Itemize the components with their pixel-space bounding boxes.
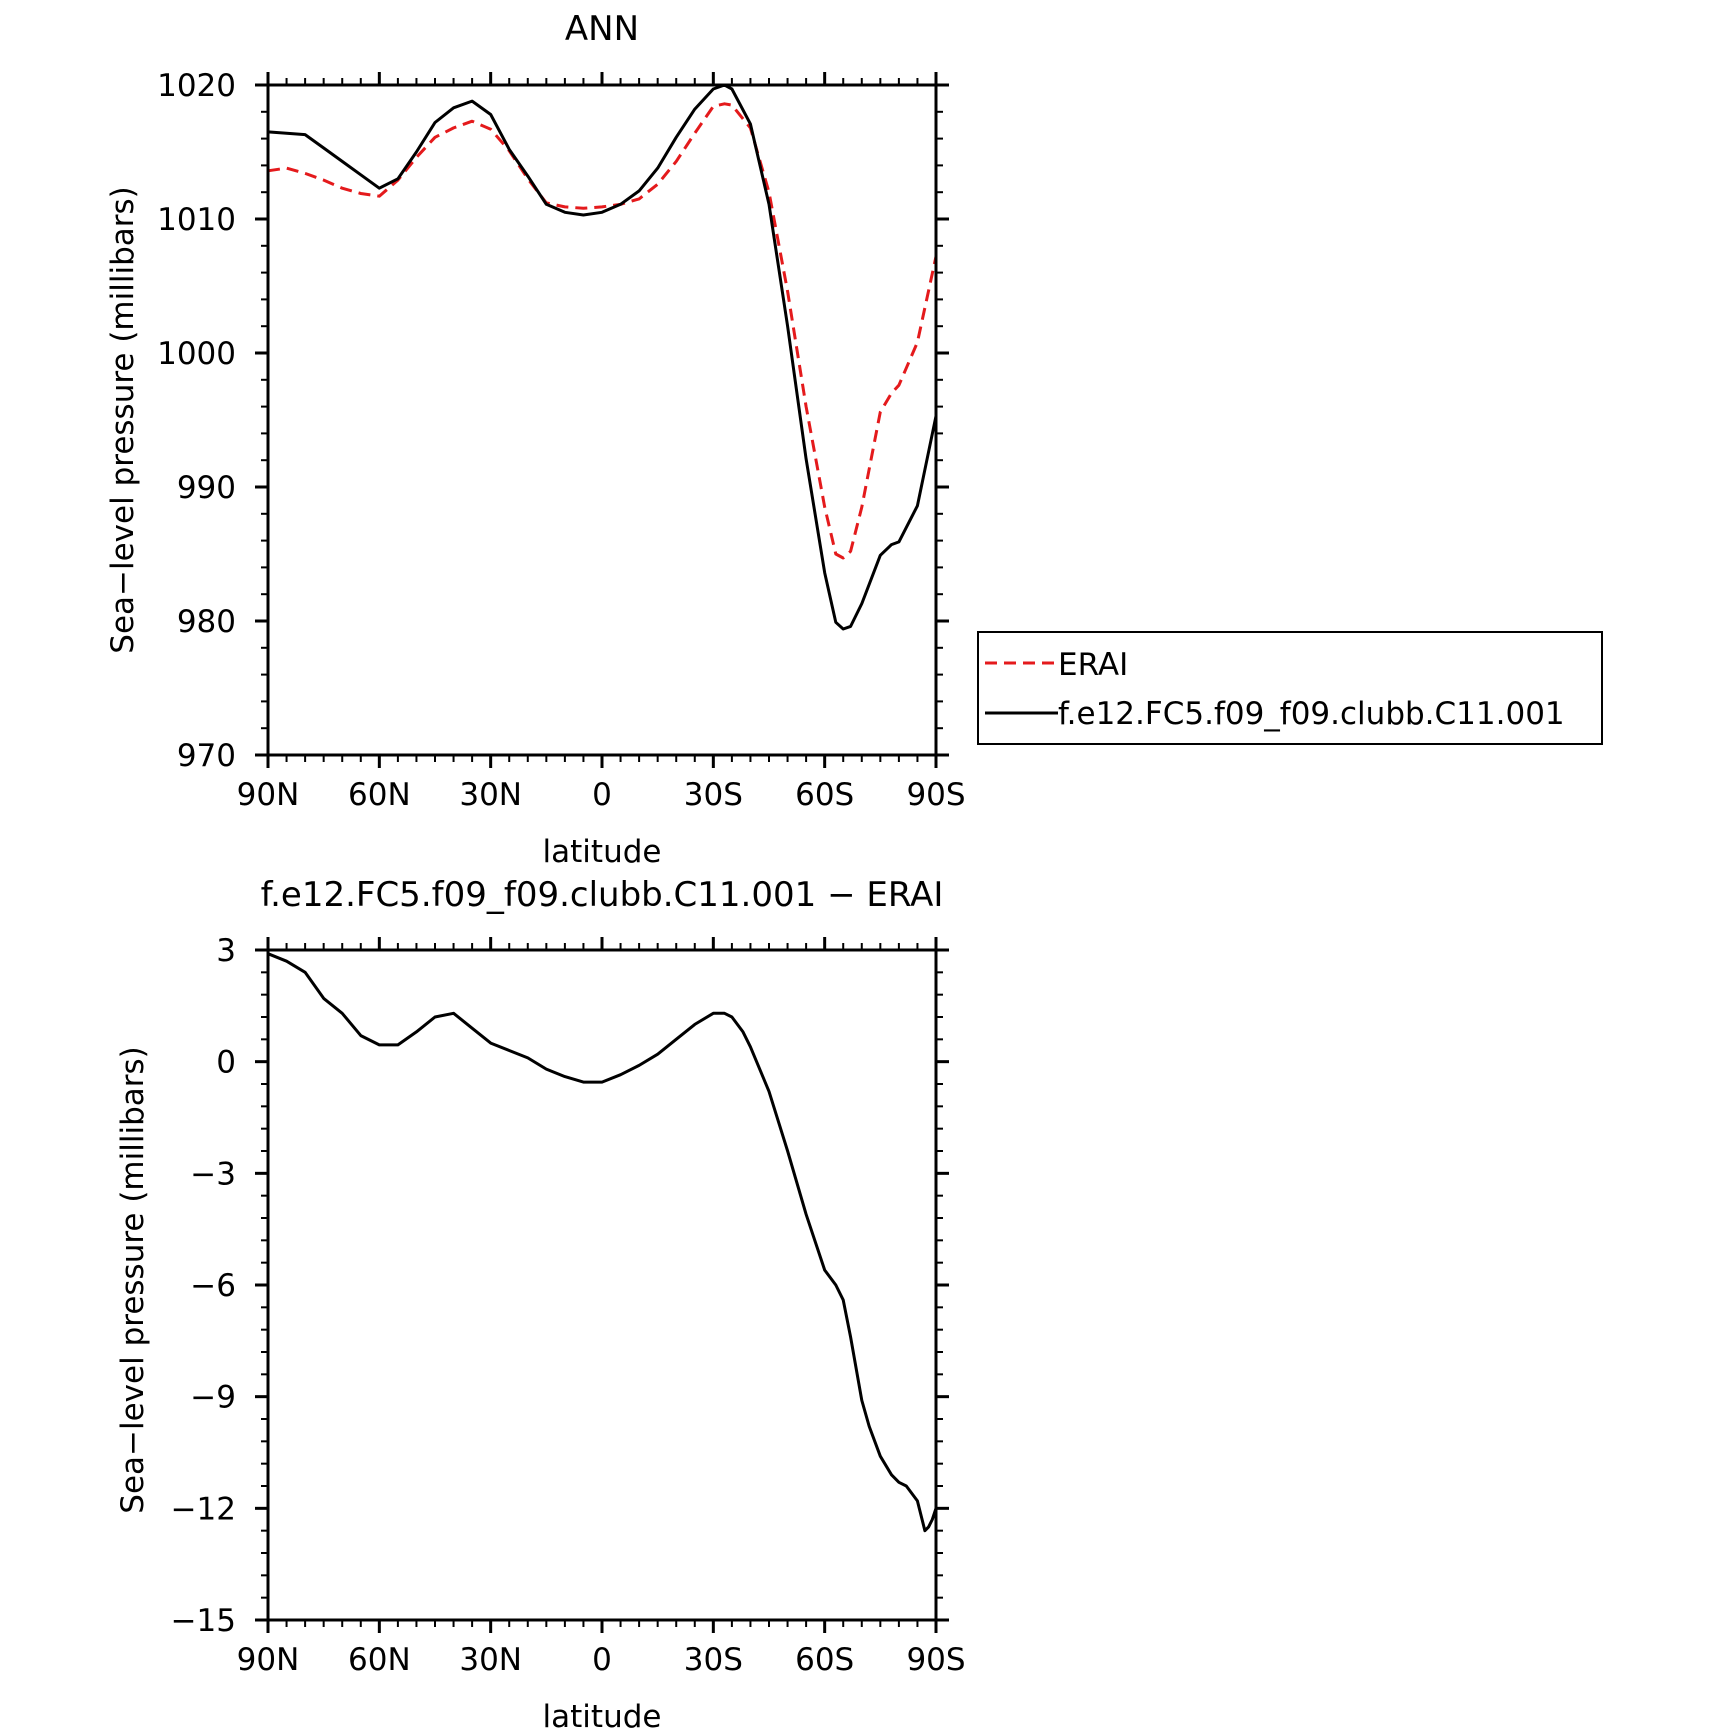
top-axes: 90N 60N 30N 0 30S 60S 90S 970 980 990 1000 1010 1020 bbox=[157, 68, 965, 813]
bottom-y-axis-label: Sea−level pressure (millibars) bbox=[115, 1046, 151, 1513]
bottom-x-tick-label: 60S bbox=[795, 1642, 854, 1678]
top-plot-frame bbox=[266, 83, 938, 757]
legend-model-label: f.e12.FC5.f09_f09.clubb.C11.001 bbox=[1058, 696, 1565, 732]
top-y-axis-label: Sea−level pressure (millibars) bbox=[105, 186, 141, 653]
bottom-x-tick-label: 30N bbox=[459, 1642, 522, 1678]
bottom-x-tick-label: 90N bbox=[237, 1642, 300, 1678]
top-x-tick-label: 60S bbox=[795, 777, 854, 813]
bottom-axes: 90N 60N 30N 0 30S 60S 90S −15 −12 −9 −6 −3 0 3 bbox=[171, 933, 966, 1678]
bottom-y-tick-label: 0 bbox=[216, 1045, 236, 1081]
bottom-chart-title: f.e12.FC5.f09_f09.clubb.C11.001 − ERAI bbox=[261, 875, 944, 915]
bottom-y-tick-label: −3 bbox=[190, 1156, 236, 1192]
bottom-y-tick-label: 3 bbox=[216, 933, 236, 969]
top-x-tick-label: 90S bbox=[906, 777, 965, 813]
bottom-y-tick-label: −12 bbox=[171, 1491, 236, 1527]
bottom-series-layer bbox=[267, 952, 938, 1533]
top-series-line-f-e12-fc5-f09-f09-clubb-c11-001 bbox=[267, 83, 938, 631]
bottom-series-line-0 bbox=[267, 952, 938, 1533]
bottom-x-tick-label: 90S bbox=[906, 1642, 965, 1678]
top-y-tick-label: 990 bbox=[177, 470, 236, 506]
bottom-y-tick-label: −6 bbox=[190, 1268, 236, 1304]
top-x-tick-label: 90N bbox=[237, 777, 300, 813]
top-y-tick-label: 1010 bbox=[157, 202, 236, 238]
bottom-x-tick-label: 0 bbox=[592, 1642, 612, 1678]
legend: ERAI f.e12.FC5.f09_f09.clubb.C11.001 bbox=[977, 631, 1603, 745]
bottom-panel: f.e12.FC5.f09_f09.clubb.C11.001 − ERAI 9… bbox=[115, 875, 966, 1734]
top-series-line-erai bbox=[267, 102, 938, 560]
bottom-y-tick-label: −9 bbox=[190, 1380, 236, 1416]
legend-erai-label: ERAI bbox=[1058, 647, 1128, 683]
top-x-tick-label: 0 bbox=[592, 777, 612, 813]
top-y-tick-label: 980 bbox=[177, 604, 236, 640]
top-x-tick-label: 60N bbox=[348, 777, 411, 813]
bottom-x-tick-label: 30S bbox=[684, 1642, 743, 1678]
top-y-tick-label: 1000 bbox=[157, 336, 236, 372]
top-x-tick-label: 30S bbox=[684, 777, 743, 813]
bottom-y-tick-label: −15 bbox=[171, 1603, 236, 1639]
top-y-tick-label: 970 bbox=[177, 738, 236, 774]
legend-box bbox=[977, 631, 1603, 745]
top-chart-title: ANN bbox=[565, 9, 639, 49]
top-x-tick-label: 30N bbox=[459, 777, 522, 813]
top-y-tick-label: 1020 bbox=[157, 68, 236, 104]
top-panel: ANN 90N 60N 30N 0 30S 60S 90S 970 980 990 1000 1010… bbox=[105, 9, 966, 870]
bottom-x-tick-label: 60N bbox=[348, 1642, 411, 1678]
top-x-axis-label: latitude bbox=[543, 834, 662, 870]
bottom-x-axis-label: latitude bbox=[543, 1699, 662, 1734]
top-series-layer bbox=[267, 83, 938, 631]
